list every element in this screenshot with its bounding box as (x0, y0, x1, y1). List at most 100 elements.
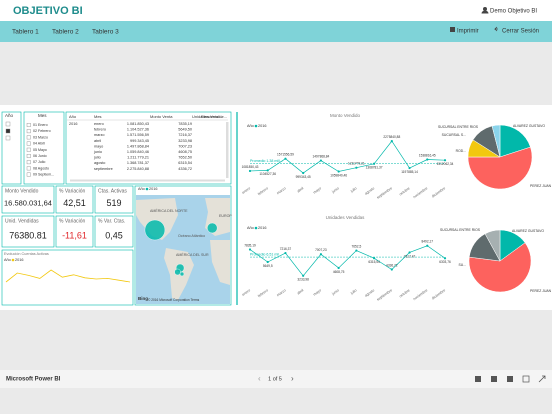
data-label: 3233,98 (297, 278, 309, 282)
point[interactable] (266, 169, 269, 172)
legend-title: Año (247, 124, 254, 128)
point[interactable] (337, 170, 340, 173)
point[interactable] (443, 159, 447, 162)
slicer-item[interactable]: 03 Marzo (33, 135, 48, 139)
line (5, 269, 131, 283)
point[interactable] (372, 257, 376, 260)
x-tick-label: mayo (313, 186, 323, 194)
slicer-item[interactable]: 08 Agosto (33, 166, 49, 170)
point[interactable] (266, 260, 269, 264)
slicer-item[interactable]: 02 Febrero (33, 129, 51, 133)
pie-slice[interactable] (491, 124, 501, 158)
user-icon (483, 7, 487, 11)
share-icons (475, 375, 546, 383)
pie-slice[interactable] (467, 146, 533, 190)
point[interactable] (337, 266, 340, 270)
logout-icon (494, 26, 498, 32)
pie-slice[interactable] (484, 229, 501, 262)
point[interactable] (284, 157, 287, 160)
point[interactable] (390, 268, 393, 271)
legend-swatch (254, 124, 258, 128)
print-button[interactable]: Imprimir (457, 29, 479, 35)
table-cell: 1.081.850,43 (127, 122, 149, 126)
point[interactable] (355, 166, 358, 169)
next-page[interactable]: › (291, 374, 294, 383)
point[interactable] (426, 158, 429, 161)
table-header: Monto Venta (150, 114, 173, 119)
linkedin-icon[interactable] (475, 376, 481, 382)
slicer-item[interactable]: 01 Enero (33, 123, 48, 127)
facebook-icon[interactable] (507, 376, 513, 382)
point[interactable] (302, 171, 305, 175)
user-name[interactable]: Demo Objetivo BI (490, 9, 537, 15)
data-label: 8492,17 (422, 240, 434, 244)
x-tick-label: agosto (364, 186, 375, 195)
checkbox[interactable] (26, 135, 31, 140)
fullscreen-icon[interactable] (538, 375, 546, 383)
prev-page[interactable]: ‹ (258, 374, 261, 383)
slicer-item[interactable]: 04 Abril (33, 142, 45, 146)
kpi-value: -11,61 (62, 231, 87, 241)
checkbox[interactable] (5, 121, 11, 127)
slicer-item[interactable]: 07 Julio (33, 160, 45, 164)
table-cell: 3233,98 (178, 139, 192, 143)
point[interactable] (248, 169, 252, 173)
checkbox[interactable] (26, 172, 31, 177)
slicer-item[interactable]: 05 Mayo (33, 148, 47, 152)
checkbox[interactable] (26, 153, 31, 158)
checkbox[interactable] (26, 122, 31, 127)
checkbox[interactable] (26, 141, 31, 146)
slicer-item[interactable]: 09 Septiem... (33, 173, 54, 177)
frame (55, 215, 94, 248)
table-cell: agosto (94, 161, 105, 165)
point[interactable] (284, 251, 287, 255)
data-label: 7007,23 (315, 248, 327, 252)
point[interactable] (408, 251, 411, 254)
nav-tab[interactable]: Tablero 2 (52, 29, 79, 36)
kpi-value: 42,51 (63, 198, 86, 208)
data-label: 7652,5 (351, 244, 361, 248)
point[interactable] (355, 249, 358, 252)
scrollbar[interactable] (70, 179, 225, 182)
slicer-item[interactable]: 06 Junio (33, 154, 47, 158)
share-icon[interactable] (522, 375, 530, 383)
point[interactable] (443, 257, 447, 260)
table-cell: 7007,23 (178, 144, 192, 148)
table-cell: 1.059.840,46 (127, 150, 149, 154)
frame (1, 215, 55, 248)
point[interactable] (426, 244, 429, 247)
logout-button[interactable]: Cerrar Sesión (502, 29, 539, 35)
pie-slice[interactable] (468, 242, 532, 293)
point[interactable] (390, 140, 393, 143)
nav-tab[interactable]: Tablero 1 (12, 29, 39, 36)
checkbox[interactable] (5, 135, 11, 141)
x-tick-label: abril (296, 186, 304, 193)
frame (134, 185, 232, 306)
twitter-icon[interactable] (491, 376, 497, 382)
point[interactable] (319, 159, 323, 162)
data-label: 5649,5 (263, 264, 273, 268)
nav-tab[interactable]: Tablero 3 (92, 29, 119, 36)
pie-label: SUCURSAL ENTRE RIOS (438, 125, 479, 129)
point[interactable] (248, 248, 252, 251)
legend-label: 2016 (258, 124, 266, 128)
user-icon (481, 10, 489, 14)
pie-label: ROD... (456, 149, 466, 153)
scrollbar[interactable] (226, 122, 229, 178)
pie-slice[interactable] (499, 124, 531, 158)
point[interactable] (302, 274, 305, 277)
checkbox[interactable] (26, 147, 31, 152)
table-header: Recuento de... (201, 114, 227, 119)
table-cell: 5649,50 (178, 128, 192, 132)
table-cell: mayo (94, 144, 103, 148)
point[interactable] (408, 166, 411, 170)
point[interactable] (372, 162, 376, 165)
table-cell: 1.104.527,36 (127, 128, 149, 132)
checkbox[interactable] (5, 128, 11, 134)
checkbox[interactable] (26, 160, 31, 165)
checkbox[interactable] (26, 166, 31, 171)
data-label: 6315,54 (368, 260, 380, 264)
pie-label: PEREZ JUAN (530, 184, 552, 188)
point[interactable] (319, 253, 323, 256)
checkbox[interactable] (26, 129, 31, 134)
